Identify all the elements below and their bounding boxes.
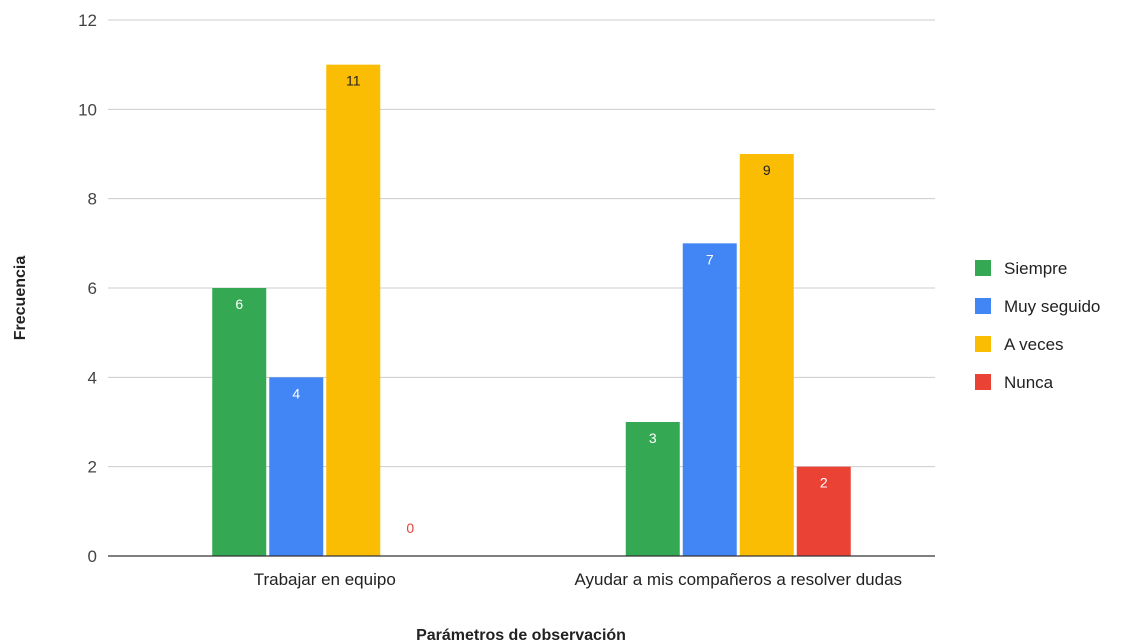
y-tick-label: 2: [88, 458, 97, 477]
y-tick-label: 12: [78, 11, 97, 30]
bar: [739, 154, 794, 556]
legend-swatch: [975, 298, 991, 314]
legend-item: A veces: [975, 335, 1064, 354]
x-tick-label: Ayudar a mis compañeros a resolver dudas: [574, 570, 902, 589]
category-labels: Trabajar en equipo Ayudar a mis compañero…: [254, 570, 902, 589]
data-label: 0: [406, 520, 414, 536]
data-label: 2: [820, 475, 828, 491]
bar: [326, 64, 381, 557]
y-tick-labels: 0 2 4 6 8 10 12: [78, 11, 97, 566]
y-tick-label: 8: [88, 190, 97, 209]
legend: Siempre Muy seguido A veces Nunca: [975, 259, 1100, 392]
data-label: 6: [235, 296, 243, 312]
legend-label: Muy seguido: [1004, 297, 1100, 316]
y-tick-label: 0: [88, 547, 97, 566]
legend-label: Siempre: [1004, 259, 1067, 278]
bar: [625, 422, 680, 556]
bar: [682, 243, 737, 557]
bar: [269, 377, 324, 556]
bar: [212, 288, 267, 556]
data-label: 4: [292, 385, 300, 401]
data-label: 3: [649, 430, 657, 446]
x-axis-title: Parámetros de observación: [416, 627, 626, 642]
data-label: 11: [346, 73, 361, 89]
data-label: 7: [706, 251, 714, 267]
y-tick-label: 6: [88, 279, 97, 298]
legend-label: A veces: [1004, 335, 1064, 354]
x-tick-label: Trabajar en equipo: [254, 570, 396, 589]
data-label: 9: [763, 162, 771, 178]
legend-swatch: [975, 336, 991, 352]
bar: [796, 466, 851, 556]
data-labels: 6 4 11 0 3 7 9 2: [235, 73, 828, 536]
bars: [212, 64, 851, 557]
legend-label: Nunca: [1004, 373, 1054, 392]
legend-item: Siempre: [975, 259, 1067, 278]
legend-item: Nunca: [975, 373, 1054, 392]
legend-item: Muy seguido: [975, 297, 1100, 316]
y-tick-label: 4: [88, 368, 97, 387]
legend-swatch: [975, 260, 991, 276]
y-axis-title: Frecuencia: [12, 256, 29, 341]
y-tick-label: 10: [78, 100, 97, 119]
legend-swatch: [975, 374, 991, 390]
